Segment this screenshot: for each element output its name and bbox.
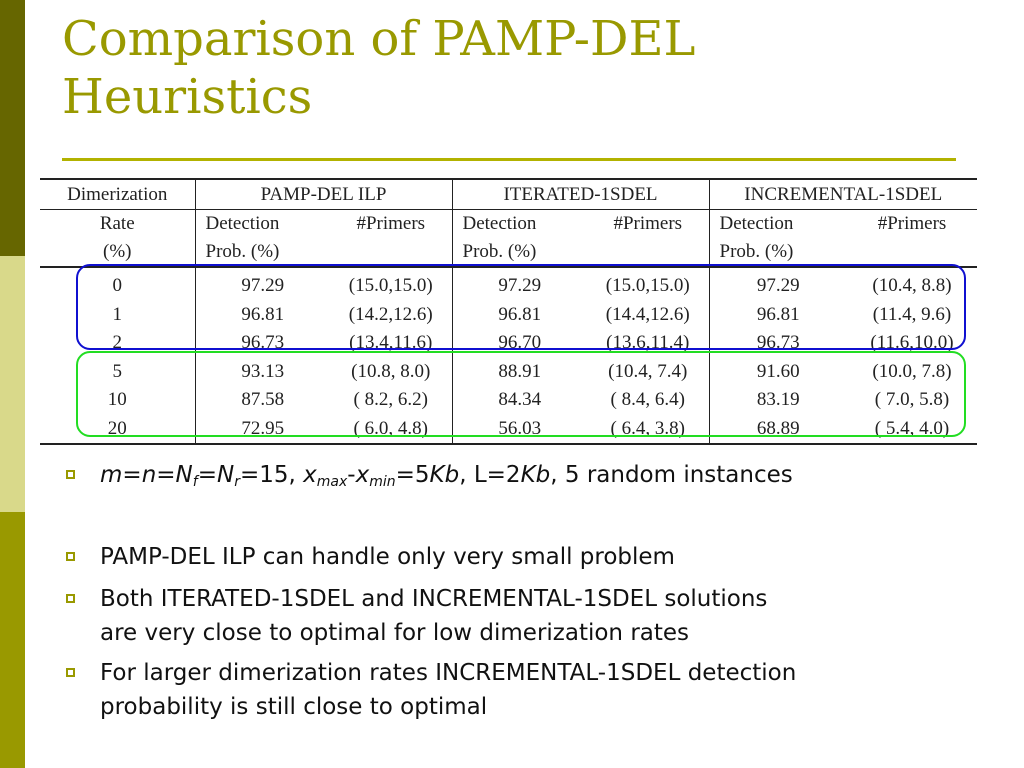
table-cell: (11.6,10.0) <box>870 332 954 354</box>
table-cell: ( 6.4, 3.8) <box>587 414 709 445</box>
decorative-side-bar-middle <box>0 256 25 512</box>
title-divider <box>62 158 956 161</box>
decorative-side-bar-bottom <box>0 512 25 768</box>
table-cell: 0 <box>112 275 123 297</box>
table-cell: 20 <box>40 414 195 445</box>
header-primers: #Primers <box>877 213 947 234</box>
header-detection: Detection <box>451 209 587 238</box>
decorative-side-bar-top <box>0 0 25 256</box>
table-cell: (10.4, 7.4) <box>608 360 688 382</box>
table-cell: (13.6,11.4) <box>606 332 690 354</box>
table-cell: ( 8.2, 6.2) <box>353 389 428 411</box>
table-row: 10 87.58 ( 8.2, 6.2) 84.34 ( 8.4, 6.4) 8… <box>40 386 977 415</box>
header-pamp-del-ilp: PAMP-DEL ILP <box>194 179 452 210</box>
table-cell: 56.03 <box>451 414 587 445</box>
table-row: 5 93.13 (10.8, 8.0) 88.91 (10.4, 7.4) 91… <box>40 357 977 386</box>
table-cell: 83.19 <box>708 386 847 415</box>
table-cell: 97.29 <box>451 267 587 301</box>
table-cell: 96.73 <box>708 329 847 358</box>
header-prob: Prob. (%) <box>194 238 330 268</box>
bullet-text: For larger dimerization rates INCREMENTA… <box>100 660 797 720</box>
header-detection: Detection <box>194 209 330 238</box>
table-cell: 91.60 <box>708 357 847 386</box>
table-cell: 10 <box>107 389 127 411</box>
table-cell: 84.34 <box>451 386 587 415</box>
slide-title: Comparison of PAMP-DEL Heuristics <box>62 10 962 126</box>
square-bullet-icon <box>66 552 75 561</box>
header-primers: #Primers <box>356 213 426 234</box>
table-row: 0 97.29 (15.0,15.0) 97.29 (15.0,15.0) 97… <box>40 267 977 301</box>
bullet-text: PAMP-DEL ILP can handle only very small … <box>100 544 675 570</box>
header-empty <box>847 238 977 268</box>
header-incremental-1sdel: INCREMENTAL-1SDEL <box>708 179 977 210</box>
table-cell: 97.29 <box>708 267 847 301</box>
table-cell: 68.89 <box>708 414 847 445</box>
header-prob: Prob. (%) <box>708 238 847 268</box>
slide-title-line2: Heuristics <box>62 69 313 125</box>
table-cell: 93.13 <box>194 357 330 386</box>
table-cell: ( 5.4, 4.0) <box>847 414 977 445</box>
table-cell: (14.4,12.6) <box>605 303 690 325</box>
table-cell: (14.2,12.6) <box>348 303 433 325</box>
table-cell: 2 <box>112 332 123 354</box>
header-rate: Rate <box>99 213 135 234</box>
table-cell: (10.0, 7.8) <box>872 360 952 382</box>
table-cell: 87.58 <box>194 386 330 415</box>
table-cell: 96.81 <box>451 300 587 329</box>
header-empty <box>330 238 452 268</box>
table-row: 2 96.73 (13.4,11.6) 96.70 (13.6,11.4) 96… <box>40 329 977 358</box>
table-cell: (11.4, 9.6) <box>872 303 952 325</box>
table-cell: (10.4, 8.8) <box>872 275 952 297</box>
table-cell: 1 <box>112 303 123 325</box>
table-cell: 96.81 <box>708 300 847 329</box>
header-prob: Prob. (%) <box>451 238 587 268</box>
table-cell: (15.0,15.0) <box>605 275 690 297</box>
slide-title-line1: Comparison of PAMP-DEL <box>62 11 696 67</box>
table-cell: 97.29 <box>194 267 330 301</box>
table-cell: 96.81 <box>194 300 330 329</box>
square-bullet-icon <box>66 594 75 603</box>
table-cell: 72.95 <box>194 414 330 445</box>
square-bullet-icon <box>66 668 75 677</box>
square-bullet-icon <box>66 470 75 479</box>
table-cell: 88.91 <box>451 357 587 386</box>
table-cell: (10.8, 8.0) <box>351 360 431 382</box>
table-cell: (13.4,11.6) <box>349 332 433 354</box>
table-cell: 96.70 <box>451 329 587 358</box>
table-row: 1 96.81 (14.2,12.6) 96.81 (14.4,12.6) 96… <box>40 300 977 329</box>
header-percent: (%) <box>40 238 195 268</box>
table-row: 20 72.95 ( 6.0, 4.8) 56.03 ( 6.4, 3.8) 6… <box>40 414 977 445</box>
table-cell: (15.0,15.0) <box>348 275 433 297</box>
header-primers: #Primers <box>613 213 683 234</box>
bullet-text: m=n=Nf=Nr=15, xmax-xmin=5Kb, L=2Kb, 5 ra… <box>100 462 793 490</box>
bullet-text: Both ITERATED-1SDEL and INCREMENTAL-1SDE… <box>100 586 768 646</box>
header-iterated-1sdel: ITERATED-1SDEL <box>451 179 709 210</box>
table-cell: 96.73 <box>194 329 330 358</box>
table-cell: ( 7.0, 5.8) <box>874 389 950 411</box>
header-empty <box>587 238 709 268</box>
results-table: Dimerization PAMP-DEL ILP ITERATED-1SDEL… <box>40 178 977 445</box>
table-cell: ( 6.0, 4.8) <box>330 414 452 445</box>
header-dimerization: Dimerization <box>40 179 195 210</box>
results-table-container: Dimerization PAMP-DEL ILP ITERATED-1SDEL… <box>40 178 977 445</box>
table-cell: 5 <box>112 360 123 382</box>
table-cell: ( 8.4, 6.4) <box>610 389 685 411</box>
header-detection: Detection <box>708 209 847 238</box>
